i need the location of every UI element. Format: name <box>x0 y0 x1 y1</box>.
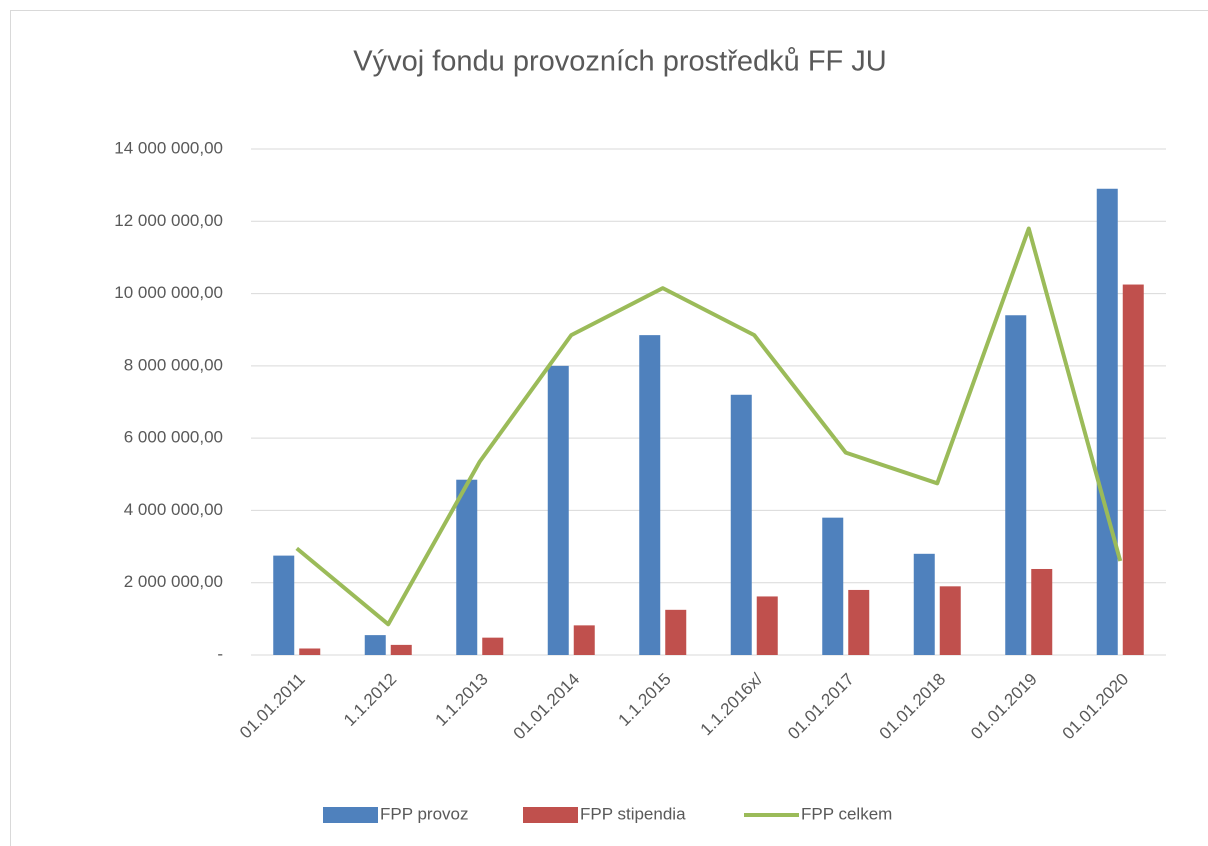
bar <box>456 479 478 655</box>
bar <box>1122 284 1144 655</box>
bar <box>547 365 569 655</box>
bar <box>665 609 687 655</box>
y-tick-label: 14 000 000,00 <box>114 138 223 157</box>
bar <box>639 335 661 655</box>
bar <box>822 517 844 655</box>
bar <box>730 394 752 655</box>
legend-label: FPP stipendia <box>580 804 686 823</box>
bar <box>1005 315 1027 655</box>
y-tick-label: 4 000 000,00 <box>124 500 223 519</box>
y-tick-label: 12 000 000,00 <box>114 211 223 230</box>
y-tick-label: 8 000 000,00 <box>124 355 223 374</box>
legend-label: FPP provoz <box>380 804 469 823</box>
bar <box>756 596 778 655</box>
chart-title: Vývoj fondu provozních prostředků FF JU <box>353 46 887 78</box>
bar <box>1031 568 1053 655</box>
bar <box>913 553 935 655</box>
legend-swatch <box>523 807 578 823</box>
bar <box>364 635 386 655</box>
bar <box>1096 188 1118 655</box>
bar <box>299 648 321 655</box>
y-tick-label: 2 000 000,00 <box>124 572 223 591</box>
legend-label: FPP celkem <box>801 804 892 823</box>
bar <box>848 589 870 655</box>
bar <box>573 625 595 655</box>
y-tick-label: - <box>217 644 223 663</box>
y-tick-label: 6 000 000,00 <box>124 428 223 447</box>
line <box>295 226 1123 627</box>
bar <box>390 644 412 655</box>
legend-swatch <box>323 807 378 823</box>
y-tick-label: 10 000 000,00 <box>114 283 223 302</box>
bar <box>939 586 961 655</box>
bar <box>273 555 295 655</box>
bar <box>482 637 504 655</box>
